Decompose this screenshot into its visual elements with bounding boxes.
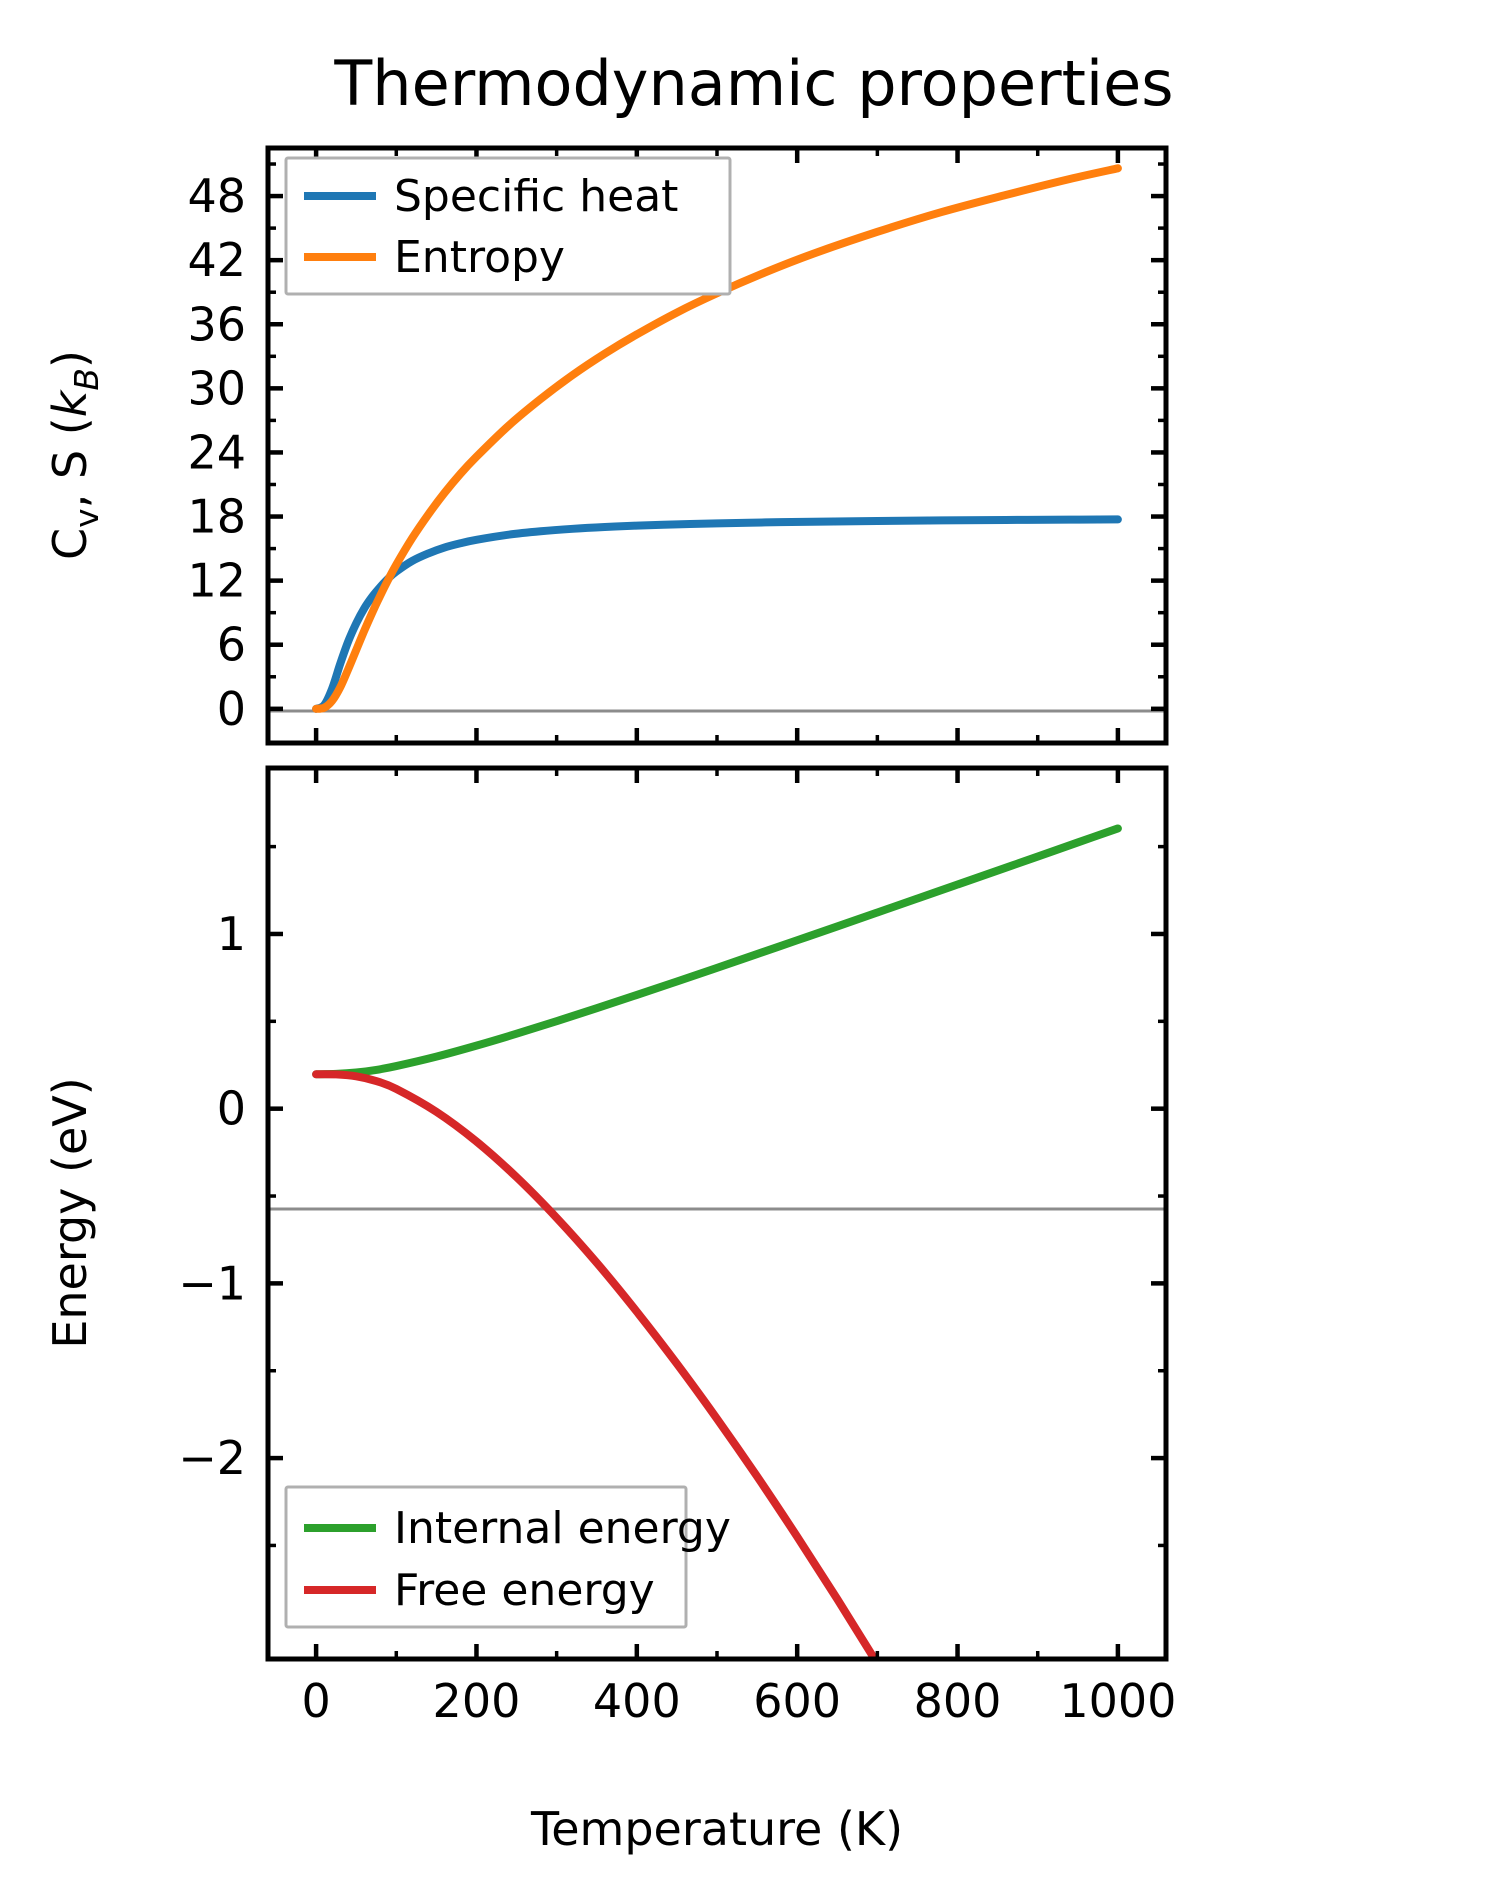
ytick-label: 12 xyxy=(187,554,246,608)
top-ylabel: Cv, S (kB) xyxy=(43,350,106,560)
bottom-ylabel: Energy (eV) xyxy=(43,1077,97,1348)
figure-title: Thermodynamic properties xyxy=(333,47,1173,120)
bottom-tick-labels: 0 200 400 600 800 1000 1 0 −1 −2 xyxy=(178,907,1176,1728)
ylabel-c: C xyxy=(43,528,97,560)
bottom-axis-ticks xyxy=(268,768,1166,1659)
xtick-label: 400 xyxy=(593,1674,681,1728)
ytick-label: 1 xyxy=(217,907,246,961)
top-tick-labels: 0 6 12 18 24 30 36 42 48 xyxy=(187,169,246,736)
bottom-panel: 0 200 400 600 800 1000 1 0 −1 −2 Energy (eV) Temp… xyxy=(43,765,1176,1856)
bottom-legend[interactable]: Internal energy Free energy xyxy=(284,1485,731,1629)
ytick-label: 30 xyxy=(187,361,246,415)
bottom-legend-box xyxy=(284,1485,688,1629)
xtick-label: 800 xyxy=(914,1674,1002,1728)
series-specific-heat xyxy=(312,515,1122,713)
ylabel-b-sub: B xyxy=(67,368,106,391)
legend-label-free-energy: Free energy xyxy=(394,1565,655,1616)
series-entropy xyxy=(312,164,1122,713)
ytick-label: 42 xyxy=(187,233,246,287)
top-legend[interactable]: Specific heat Entropy xyxy=(284,156,732,296)
top-axis-ticks xyxy=(268,148,1166,743)
xtick-label: 200 xyxy=(433,1674,521,1728)
ytick-label: −2 xyxy=(178,1431,246,1485)
series-free-energy xyxy=(312,1070,880,1659)
ytick-label: 6 xyxy=(217,618,246,672)
legend-label-internal-energy: Internal energy xyxy=(394,1503,731,1554)
xtick-label: 0 xyxy=(301,1674,330,1728)
series-internal-energy xyxy=(312,824,1122,1079)
xtick-label: 600 xyxy=(753,1674,841,1728)
top-legend-box xyxy=(284,156,732,296)
xtick-label: 1000 xyxy=(1059,1674,1176,1728)
ytick-label: 36 xyxy=(187,297,246,351)
bottom-legend-item-1[interactable]: Free energy xyxy=(304,1565,655,1616)
legend-label-entropy: Entropy xyxy=(394,232,565,283)
ytick-label: 18 xyxy=(187,490,246,544)
bottom-legend-item-0[interactable]: Internal energy xyxy=(304,1503,731,1554)
ytick-label: −1 xyxy=(178,1256,246,1310)
top-legend-item-0[interactable]: Specific heat xyxy=(304,171,678,222)
ytick-label: 0 xyxy=(217,682,246,736)
ylabel-close: ) xyxy=(43,350,97,368)
ylabel-v-sub: v xyxy=(67,508,106,528)
legend-label-specific-heat: Specific heat xyxy=(394,171,678,222)
ytick-label: 0 xyxy=(217,1082,246,1136)
svg-text:Energy (eV): Energy (eV) xyxy=(43,1077,97,1348)
svg-text:Cv, S (kB): Cv, S (kB) xyxy=(43,350,106,560)
bottom-series-group xyxy=(312,824,1122,1659)
ylabel-mid: , S ( xyxy=(43,417,97,508)
ylabel-k: k xyxy=(43,388,97,417)
ytick-label: 48 xyxy=(187,169,246,223)
top-panel: 0 6 12 18 24 30 36 42 48 Cv, S (kB) Specific hea… xyxy=(43,145,1169,746)
ytick-label: 24 xyxy=(187,425,246,479)
top-series-group xyxy=(312,164,1122,713)
bottom-xlabel: Temperature (K) xyxy=(530,1802,903,1856)
top-legend-item-1[interactable]: Entropy xyxy=(304,232,565,283)
